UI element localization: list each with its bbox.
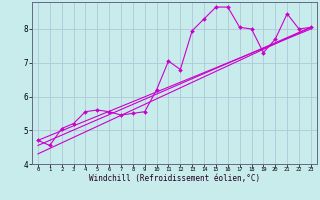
X-axis label: Windchill (Refroidissement éolien,°C): Windchill (Refroidissement éolien,°C) [89, 174, 260, 183]
